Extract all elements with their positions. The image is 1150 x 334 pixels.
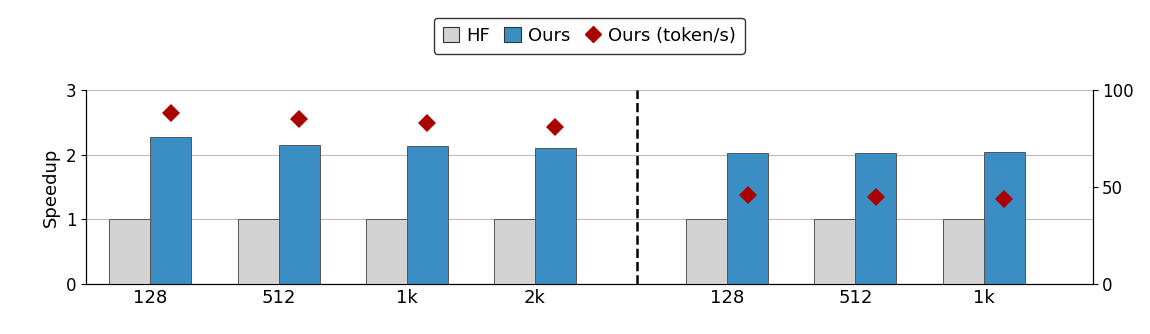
Bar (278, 145, 320, 284)
Bar (983, 152, 1025, 284)
Legend: HF, Ours, Ours (token/s): HF, Ours, Ours (token/s) (434, 18, 745, 54)
Bar (493, 219, 535, 284)
Bar (407, 146, 447, 284)
Bar (814, 219, 856, 284)
Bar (727, 153, 768, 284)
Bar (687, 219, 727, 284)
Bar (151, 137, 191, 284)
Bar (109, 219, 151, 284)
Bar (535, 148, 576, 284)
Bar (943, 219, 983, 284)
Bar (238, 219, 278, 284)
Bar (856, 153, 896, 284)
Bar (366, 219, 407, 284)
Y-axis label: Speedup: Speedup (43, 147, 60, 227)
